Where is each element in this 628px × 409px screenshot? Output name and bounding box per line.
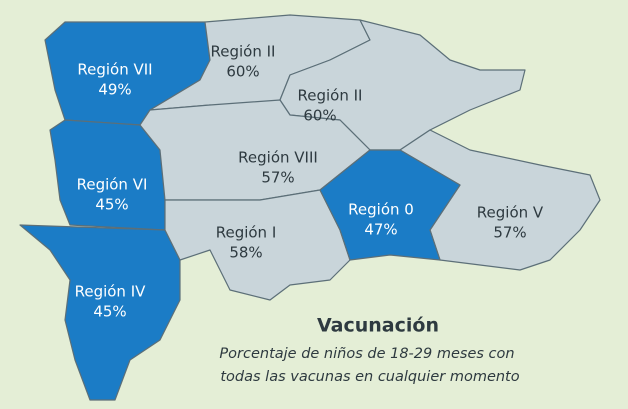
region-value: 45% (95, 196, 128, 214)
region-name: Región II (211, 43, 276, 61)
region-name: Región IV (75, 283, 147, 301)
region-name: Región VIII (238, 149, 318, 167)
region-name: Región I (216, 224, 277, 242)
region-value: 60% (303, 107, 336, 125)
region-name: Región V (477, 204, 544, 222)
region-name: Región VII (77, 61, 152, 79)
region-name: Región II (298, 87, 363, 105)
legend-subtitle: Porcentaje de niños de 18-29 meses con (219, 346, 514, 362)
legend-subtitle: todas las vacunas en cualquier momento (220, 369, 519, 385)
region-i (164, 189, 351, 301)
region-value: 49% (98, 81, 131, 99)
region-value: 60% (226, 63, 259, 81)
region-value: 45% (93, 303, 126, 321)
region-value: 47% (364, 221, 397, 239)
legend-title: Vacunación (317, 315, 439, 337)
region-0 (319, 149, 461, 261)
region-value: 57% (261, 169, 294, 187)
region-value: 57% (493, 224, 526, 242)
region-value: 58% (229, 244, 262, 262)
region-name: Región 0 (348, 201, 414, 219)
region-name: Región VI (77, 176, 148, 194)
